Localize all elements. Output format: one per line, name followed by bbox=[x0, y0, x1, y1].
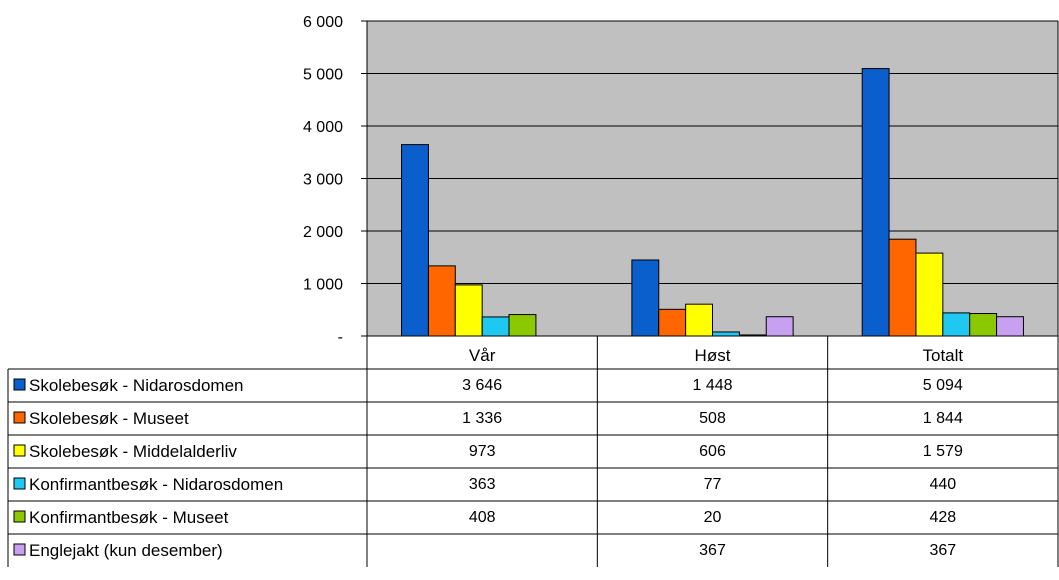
legend-label: Skolebesøk - Museet bbox=[29, 409, 189, 428]
table-cell-value: 508 bbox=[699, 410, 726, 427]
table-cell-value: 606 bbox=[699, 443, 726, 460]
bar bbox=[888, 238, 917, 337]
bar bbox=[658, 308, 687, 337]
y-tick-label: - bbox=[338, 329, 343, 346]
table-cell-value: 428 bbox=[929, 509, 956, 526]
bar bbox=[861, 68, 890, 337]
table-cell-value: 973 bbox=[469, 443, 496, 460]
legend-swatch bbox=[13, 543, 26, 556]
legend-label: Skolebesøk - Nidarosdomen bbox=[29, 376, 243, 395]
category-label: Vår bbox=[469, 346, 496, 365]
bar bbox=[996, 316, 1024, 337]
table-cell-value: 1 336 bbox=[462, 410, 502, 427]
table-cell-value: 1 448 bbox=[692, 377, 732, 394]
table-cell-value: 1 844 bbox=[923, 410, 963, 427]
bar bbox=[685, 303, 714, 337]
y-tick-label: 1 000 bbox=[303, 277, 343, 294]
bar bbox=[427, 265, 456, 337]
table-cell-value: 363 bbox=[469, 476, 496, 493]
table-cell-value: 367 bbox=[929, 542, 956, 559]
bar bbox=[915, 252, 944, 337]
category-label: Høst bbox=[695, 346, 731, 365]
legend-label: Englejakt (kun desember) bbox=[29, 541, 223, 560]
bars bbox=[401, 68, 1024, 337]
bar bbox=[969, 313, 998, 337]
bar bbox=[631, 259, 660, 337]
y-axis: - 1 000 2 000 3 000 4 000 5 000 6 000 bbox=[303, 14, 1059, 346]
table-cell-value: 408 bbox=[469, 509, 496, 526]
table-cell-value: 5 094 bbox=[923, 377, 963, 394]
table-cell-value: 1 579 bbox=[923, 443, 963, 460]
legend-swatch bbox=[13, 444, 26, 457]
legend-label: Skolebesøk - Middelalderliv bbox=[29, 442, 237, 461]
y-tick-label: 5 000 bbox=[303, 67, 343, 84]
legend-label: Konfirmantbesøk - Museet bbox=[29, 508, 229, 527]
y-tick-label: 2 000 bbox=[303, 224, 343, 241]
legend-swatch bbox=[13, 510, 26, 523]
bar bbox=[942, 312, 971, 337]
table-cell-value: 440 bbox=[929, 476, 956, 493]
bar bbox=[401, 144, 429, 337]
legend-swatch bbox=[13, 477, 26, 490]
bar bbox=[712, 331, 740, 337]
y-tick-label: 6 000 bbox=[303, 14, 343, 31]
bar bbox=[454, 284, 483, 337]
bar bbox=[481, 316, 510, 337]
y-tick-label: 4 000 bbox=[303, 119, 343, 136]
table-cell-value: 20 bbox=[704, 509, 722, 526]
table-cell-value: 3 646 bbox=[462, 377, 502, 394]
legend-swatch bbox=[13, 378, 26, 391]
table-cell-value: 367 bbox=[699, 542, 726, 559]
category-label: Totalt bbox=[923, 346, 964, 365]
legend-label: Konfirmantbesøk - Nidarosdomen bbox=[29, 475, 283, 494]
table-cell-value: 77 bbox=[704, 476, 722, 493]
legend-swatch bbox=[13, 411, 26, 424]
bar bbox=[765, 316, 794, 337]
y-tick-label: 3 000 bbox=[303, 172, 343, 189]
bar bbox=[508, 314, 537, 337]
data-table: Vår Høst Totalt Skolebesøk - Nidarosdomen 3 … bbox=[7, 335, 1059, 567]
